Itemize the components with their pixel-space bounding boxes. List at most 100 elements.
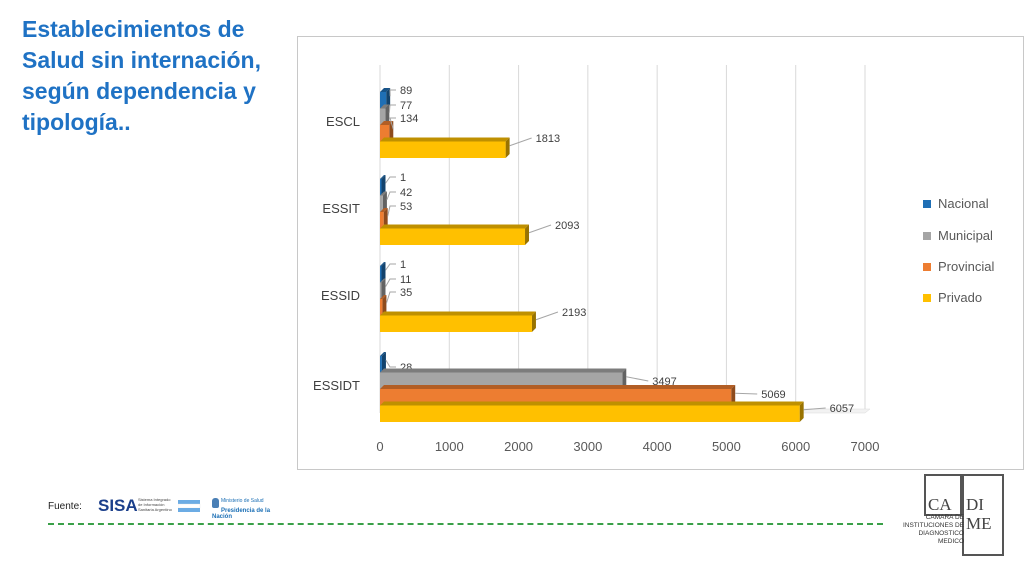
leader-line — [509, 137, 532, 147]
x-tick-label: 3000 — [573, 439, 602, 454]
data-label: 2093 — [555, 220, 579, 232]
legend-swatch — [923, 263, 931, 271]
data-label: 2193 — [562, 307, 586, 319]
bar-side-face — [531, 311, 536, 332]
data-label: 53 — [400, 201, 412, 213]
ministry-line2: Presidencia de la Nación — [212, 508, 271, 520]
logo-subtitle-line: CAMARA DE — [925, 514, 964, 521]
bar-side-face — [385, 104, 390, 125]
data-label: 6057 — [830, 403, 854, 415]
legend-label: Provincial — [938, 259, 994, 274]
bar-side-face — [381, 262, 386, 283]
data-label: 1 — [400, 259, 406, 271]
leader-line — [385, 359, 396, 368]
source-label: Fuente: — [48, 501, 82, 512]
leader-line — [385, 278, 396, 288]
bar-top-face — [380, 278, 386, 283]
bar — [380, 405, 800, 422]
bar-side-face — [799, 401, 804, 422]
leader-line — [385, 176, 396, 184]
bar-top-face — [380, 175, 386, 179]
legend-swatch — [923, 232, 931, 240]
bar-top-face — [380, 401, 804, 406]
data-label: 134 — [400, 113, 418, 125]
logo-me: ME — [966, 514, 992, 533]
logo-subtitle-line: MEDICO — [938, 538, 964, 545]
bar-top-face — [380, 104, 390, 109]
leader-line — [388, 104, 396, 113]
bar — [380, 125, 390, 142]
leader-line — [803, 407, 826, 411]
x-tick-label: 2000 — [504, 439, 533, 454]
bar-top-face — [380, 352, 386, 356]
ministry-logo: Ministerio de Salud Presidencia de la Na… — [212, 498, 282, 520]
bar — [380, 315, 532, 332]
sisa-subtitle: Sistema Integrado de Información Sanitar… — [138, 497, 172, 512]
legend-label: Municipal — [938, 228, 993, 243]
ministry-line1: Ministerio de Salud — [221, 498, 264, 504]
gov-flag-icon — [177, 498, 204, 519]
bar-top-face — [380, 137, 510, 142]
leader-line — [387, 205, 396, 217]
sisa-word: SISA — [98, 496, 138, 515]
logo-subtitle: CAMARA DE INSTITUCIONES DE DIAGNOSTICO M… — [896, 514, 964, 546]
bar-side-face — [381, 175, 386, 196]
data-label: 1813 — [536, 133, 560, 145]
leader-line — [389, 117, 396, 130]
chart-frame: 0 1000 2000 3000 4000 5000 6000 7000 ESCL 89 77 134… — [297, 36, 1024, 470]
category-label: ESCL — [326, 114, 360, 129]
bar-side-face — [382, 295, 387, 316]
category-label: ESSIT — [322, 201, 360, 216]
logo-subtitle-line: DIAGNOSTICO — [918, 530, 964, 537]
bar-side-face — [731, 385, 736, 406]
bar-top-face — [380, 311, 536, 316]
divider-line — [48, 523, 883, 525]
bar-top-face — [380, 121, 394, 125]
bar-top-face — [380, 295, 387, 299]
bar-side-face — [383, 208, 388, 229]
data-label: 77 — [400, 100, 412, 112]
shield-icon — [212, 498, 219, 508]
bar — [380, 372, 623, 389]
x-tick-label: 7000 — [851, 439, 880, 454]
data-label: 5069 — [761, 389, 785, 401]
bar — [380, 356, 382, 373]
leader-line — [535, 311, 559, 321]
data-label: 89 — [400, 85, 412, 97]
bar-top-face — [380, 88, 391, 92]
bar — [380, 195, 383, 212]
cadime-logo: CA DI ME CAMARA DE INSTITUCIONES DE DIAG… — [896, 474, 1008, 564]
logo-frame-left — [924, 474, 962, 516]
sisa-logo: SISA Sistema Integrado de Información Sa… — [98, 496, 172, 516]
leader-line — [528, 224, 552, 234]
bar — [380, 266, 382, 283]
bar-side-face — [381, 352, 386, 373]
bar — [380, 228, 526, 245]
category-label: ESSID — [321, 288, 360, 303]
bar-chart: 0 1000 2000 3000 4000 5000 6000 7000 ESCL 89 77134… — [313, 65, 994, 454]
x-tick-label: 5000 — [712, 439, 741, 454]
data-label: 35 — [400, 287, 412, 299]
x-tick-label: 4000 — [643, 439, 672, 454]
leader-line — [389, 89, 396, 97]
bar-side-face — [382, 191, 387, 212]
x-tick-label: 1000 — [435, 439, 464, 454]
leader-line — [385, 263, 396, 271]
bar — [380, 212, 384, 229]
logo-frame-right — [962, 474, 1004, 556]
legend-swatch — [923, 294, 931, 302]
leader-line — [626, 376, 649, 382]
data-label: 11 — [400, 274, 411, 286]
bar — [380, 299, 383, 316]
bar-side-face — [525, 224, 530, 245]
bar — [380, 282, 382, 299]
bar-side-face — [505, 137, 510, 158]
legend-swatch — [923, 200, 931, 208]
bar-top-face — [380, 208, 388, 212]
logo-di: DI — [966, 495, 984, 514]
bar-side-face — [386, 88, 391, 109]
data-label: 42 — [400, 187, 412, 199]
bar — [380, 92, 387, 109]
bar — [380, 141, 506, 158]
bar — [380, 179, 382, 196]
